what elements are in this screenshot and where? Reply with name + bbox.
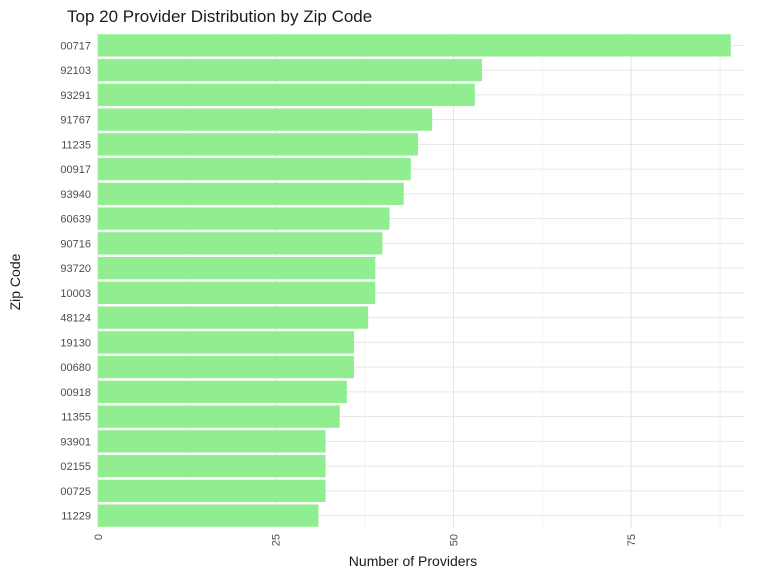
x-tick-labels: 0 25 50 75 xyxy=(93,534,638,546)
y-tick-label: 93291 xyxy=(60,90,91,102)
bar-00680 xyxy=(98,355,354,379)
y-tick-label: 91767 xyxy=(60,115,91,127)
y-tick-label: 93901 xyxy=(60,436,91,448)
y-tick-label: 00725 xyxy=(60,486,91,498)
bar-93291 xyxy=(98,83,475,107)
bar-00725 xyxy=(98,479,326,503)
bar-92103 xyxy=(98,58,482,82)
x-tick-label: 25 xyxy=(271,534,283,546)
bar-00717 xyxy=(98,34,731,57)
y-tick-label: 93720 xyxy=(60,263,91,275)
bar-90716 xyxy=(98,232,383,255)
bar-93901 xyxy=(98,430,326,453)
y-tick-label: 92103 xyxy=(60,65,91,77)
y-tick-label: 11235 xyxy=(61,139,91,151)
y-tick-label: 00918 xyxy=(60,387,91,399)
bar-93940 xyxy=(98,182,404,206)
y-tick-label: 11355 xyxy=(61,412,91,424)
y-tick-label: 90716 xyxy=(60,238,91,250)
bar-11229 xyxy=(98,504,319,527)
y-tick-label: 93940 xyxy=(60,189,91,201)
bar-11355 xyxy=(98,405,340,428)
y-tick-label: 11229 xyxy=(61,511,91,523)
grid xyxy=(97,33,745,528)
bar-10003 xyxy=(98,281,376,305)
bar-19130 xyxy=(98,331,354,354)
x-axis-label: Number of Providers xyxy=(349,553,477,569)
y-tick-label: 10003 xyxy=(60,288,91,300)
bar-60639 xyxy=(98,207,390,230)
y-tick-label: 00717 xyxy=(60,40,91,52)
x-tick-label: 75 xyxy=(626,534,638,546)
bar-93720 xyxy=(98,256,376,280)
y-tick-label: 60639 xyxy=(60,214,91,226)
bar-48124 xyxy=(98,306,369,329)
y-tick-label: 00680 xyxy=(60,362,91,374)
bar-00918 xyxy=(98,380,347,404)
bar-02155 xyxy=(98,454,326,478)
bar-00917 xyxy=(98,157,411,181)
y-tick-label: 48124 xyxy=(60,313,91,325)
y-tick-label: 19130 xyxy=(60,337,91,349)
chart-title: Top 20 Provider Distribution by Zip Code xyxy=(67,7,372,26)
x-tick-label: 50 xyxy=(448,534,460,546)
y-axis-label: Zip Code xyxy=(7,253,23,310)
y-tick-label: 02155 xyxy=(60,461,91,473)
x-tick-label: 0 xyxy=(93,534,105,540)
bar-11235 xyxy=(98,133,418,156)
bars xyxy=(98,34,731,527)
y-tick-labels: 00717 92103 93291 91767 11235 00917 93940 60639… xyxy=(60,40,91,522)
bar-91767 xyxy=(98,108,433,131)
y-tick-label: 00917 xyxy=(60,164,91,176)
